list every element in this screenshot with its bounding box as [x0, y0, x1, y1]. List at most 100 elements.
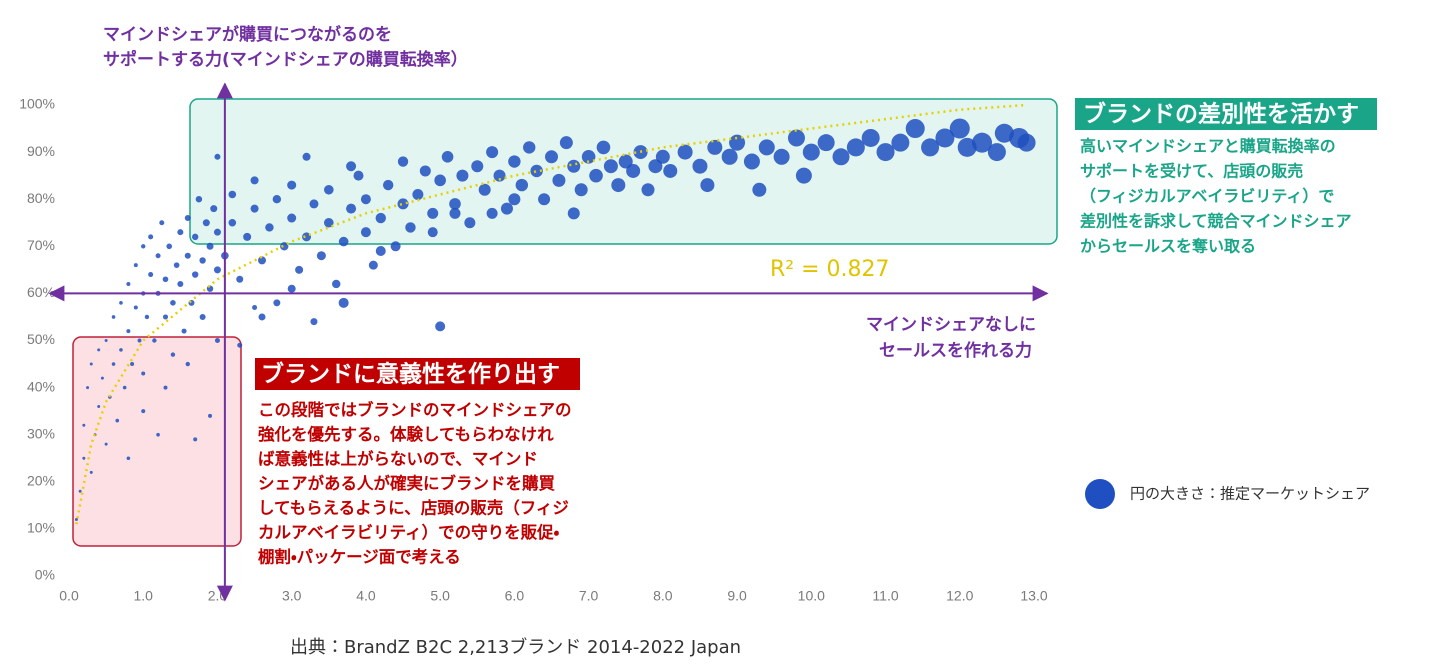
green-title: ブランドの差別性を活かす	[1083, 101, 1359, 128]
data-point	[295, 265, 304, 274]
data-point	[82, 423, 86, 427]
data-point	[692, 158, 708, 174]
data-point	[523, 141, 536, 154]
x-tick-label: 13.0	[1020, 588, 1047, 604]
data-point	[236, 275, 244, 283]
r-squared: R² = 0.827	[770, 257, 890, 282]
data-point	[228, 190, 237, 199]
data-point	[817, 134, 835, 152]
data-point	[921, 138, 940, 157]
data-point	[115, 418, 120, 423]
x-tick-label: 4.0	[356, 588, 376, 604]
data-point	[119, 348, 123, 352]
x-tick-label: 10.0	[798, 588, 825, 604]
plot-area	[74, 103, 1036, 525]
data-point	[202, 219, 210, 227]
data-point	[141, 244, 146, 249]
green-title-bg	[1075, 98, 1377, 130]
data-point	[265, 223, 274, 232]
data-point	[122, 385, 127, 390]
y-axis-title: マインドシェアが購買につながるのを	[103, 24, 392, 45]
x-tick-label: 0.0	[59, 588, 79, 604]
data-point	[126, 281, 131, 286]
green-body-line: サポートを受けて、店頭の販売	[1080, 162, 1303, 181]
trend-line	[75, 103, 1027, 525]
red-body-line: 強化を優先する。体験してもらわなけれ	[258, 424, 554, 444]
data-point	[119, 301, 123, 305]
data-point	[655, 149, 670, 164]
data-point	[130, 362, 135, 367]
data-point	[987, 143, 1006, 162]
data-point	[163, 314, 168, 320]
data-point	[478, 183, 491, 196]
data-point	[155, 253, 161, 259]
data-point	[309, 199, 319, 209]
data-point	[324, 184, 334, 195]
data-point	[471, 160, 484, 173]
data-point	[567, 159, 581, 173]
green-body-line: （フィジカルアベイラビリティ）で	[1080, 187, 1334, 206]
data-point	[250, 204, 259, 213]
data-point	[173, 262, 180, 268]
red-title: ブランドに意義性を作り出す	[261, 361, 560, 388]
data-point	[74, 517, 78, 521]
data-point	[375, 246, 386, 257]
data-point	[618, 154, 633, 169]
data-point	[208, 413, 213, 418]
red-body-line: シェアがある人が確実にブランドを購買	[258, 473, 556, 493]
data-point	[280, 242, 289, 251]
data-point	[419, 165, 431, 177]
data-point	[97, 404, 101, 408]
data-point	[559, 136, 573, 150]
y-tick-label: 70%	[27, 237, 55, 253]
data-point	[596, 140, 611, 155]
data-point	[972, 132, 993, 153]
data-point	[949, 118, 970, 139]
data-point	[449, 198, 461, 210]
data-point	[338, 236, 349, 247]
data-point	[663, 163, 678, 178]
data-point	[611, 178, 626, 193]
data-point	[310, 318, 318, 326]
data-point	[156, 432, 160, 437]
x-tick-label: 3.0	[282, 588, 302, 604]
data-point	[228, 218, 237, 227]
data-point	[287, 180, 297, 190]
green-body-line: 差別性を訴求して競合マインドシェア	[1080, 212, 1352, 231]
data-point	[141, 371, 146, 376]
data-point	[144, 314, 150, 320]
data-point	[905, 119, 925, 139]
data-point	[133, 263, 138, 268]
data-point	[802, 143, 820, 161]
data-point	[273, 299, 281, 307]
data-point	[152, 338, 157, 343]
data-point	[338, 297, 349, 308]
data-point	[346, 203, 357, 214]
data-point	[493, 169, 506, 182]
data-point	[382, 179, 394, 191]
data-point	[530, 164, 543, 178]
size-legend-marker	[1085, 479, 1115, 509]
data-point	[832, 148, 850, 166]
data-point	[626, 163, 641, 178]
data-point	[648, 159, 663, 174]
data-point	[360, 194, 371, 205]
data-point	[508, 193, 521, 206]
data-point	[141, 409, 146, 414]
data-point	[89, 362, 93, 366]
data-point	[133, 305, 138, 310]
green-region	[189, 98, 1058, 245]
data-point	[237, 342, 243, 348]
data-point	[390, 241, 401, 252]
y-tick-label: 0%	[35, 567, 55, 583]
data-point	[773, 148, 790, 165]
data-point	[787, 129, 805, 147]
data-point	[515, 178, 529, 192]
x-tick-label: 8.0	[653, 588, 673, 604]
data-point	[464, 217, 476, 229]
data-point	[707, 139, 723, 155]
data-point	[213, 266, 221, 274]
y-tick-label: 50%	[27, 331, 55, 347]
data-point	[181, 328, 187, 334]
